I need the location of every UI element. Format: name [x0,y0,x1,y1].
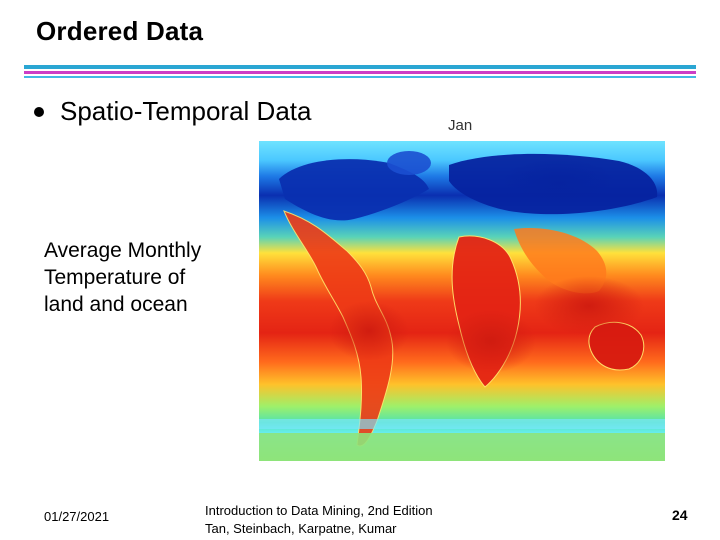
description-line: land and ocean [44,293,188,316]
header-rule-top [24,65,696,69]
description-line: Temperature of [44,266,186,289]
bullet-text: Spatio-Temporal Data [60,96,312,126]
temperature-map [259,141,665,461]
bullet-icon [34,106,44,117]
map-label: Jan [448,117,473,134]
footer-book-title: Introduction to Data Mining, 2nd Edition [205,503,433,518]
footer-book-authors: Tan, Steinbach, Karpatne, Kumar [205,521,397,536]
footer-date: 01/27/2021 [44,509,110,524]
bullet-item: Spatio-Temporal Data [34,96,311,127]
description-text: Average Monthly Temperature of land and … [44,237,254,318]
page-number: 24 [672,507,688,523]
slide-title: Ordered Data [36,16,204,46]
header-rule-middle [24,71,696,74]
description-line: Average Monthly [44,239,202,262]
footer-book-credit: Introduction to Data Mining, 2nd Edition… [205,502,433,538]
header-rule-bottom [24,76,696,78]
